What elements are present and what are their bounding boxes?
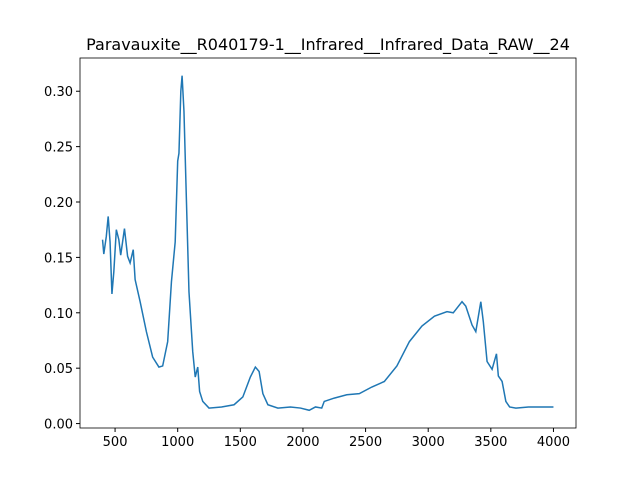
x-tick-label: 1000 bbox=[161, 435, 194, 450]
y-tick-label: 0.20 bbox=[44, 196, 73, 211]
y-tick-label: 0.05 bbox=[44, 362, 73, 377]
plot-frame bbox=[79, 57, 577, 429]
y-tick-label: 0.15 bbox=[44, 251, 73, 266]
x-tick-label: 4000 bbox=[537, 435, 570, 450]
y-tick-label: 0.25 bbox=[44, 141, 73, 156]
y-tick-label: 0.00 bbox=[44, 418, 73, 433]
data-line bbox=[101, 75, 554, 412]
x-tick-label: 3500 bbox=[474, 435, 507, 450]
x-tick-label: 2500 bbox=[349, 435, 382, 450]
x-tick-label: 500 bbox=[103, 435, 128, 450]
y-tick-label: 0.10 bbox=[44, 307, 73, 322]
chart-title: Paravauxite__R040179-1__Infrared__Infrar… bbox=[86, 35, 570, 55]
x-tick-label: 2000 bbox=[286, 435, 319, 450]
x-tick-label: 3000 bbox=[412, 435, 445, 450]
y-tick-label: 0.30 bbox=[44, 85, 73, 100]
x-tick-label: 1500 bbox=[224, 435, 257, 450]
